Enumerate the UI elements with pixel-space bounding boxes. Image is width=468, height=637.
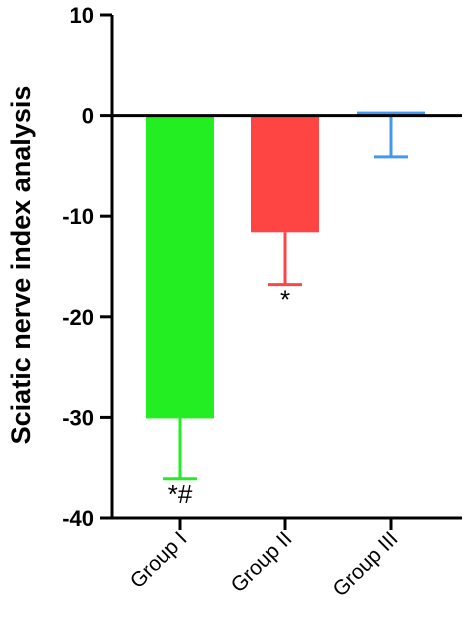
y-tick-label: -40 <box>62 506 94 531</box>
error-bars-layer <box>163 115 408 481</box>
y-tick-label: -20 <box>62 305 94 330</box>
category-label: Group II <box>227 527 297 597</box>
bar-group-ii <box>251 115 319 233</box>
bars-layer <box>146 111 425 419</box>
bar-group-i <box>146 115 214 419</box>
category-label: Group I <box>126 527 192 593</box>
bar-group-iii <box>357 111 425 116</box>
y-axis-label: Sciatic nerve index analysis <box>6 86 36 445</box>
y-tick-label: 10 <box>70 3 94 28</box>
significance-marker: * <box>280 285 290 315</box>
y-tick-label: 0 <box>82 104 94 129</box>
category-label: Group III <box>328 527 402 601</box>
y-tick-label: -30 <box>62 405 94 430</box>
y-tick-label: -10 <box>62 204 94 229</box>
axes <box>100 13 462 530</box>
significance-marker: *# <box>168 479 193 509</box>
